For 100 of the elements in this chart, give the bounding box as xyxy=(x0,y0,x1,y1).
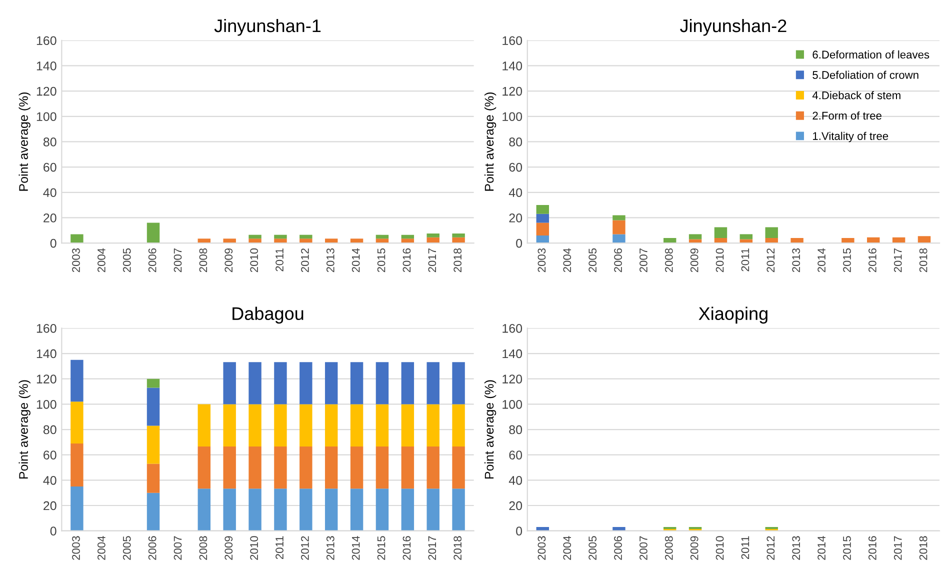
y-tick-label: 80 xyxy=(43,138,56,146)
y-tick-label: 20 xyxy=(509,501,522,510)
bar xyxy=(223,238,236,244)
x-tick-label: 2014 xyxy=(818,536,826,560)
x-tick-label: 2003 xyxy=(72,536,80,560)
y-tick-label: 120 xyxy=(36,86,56,96)
bar xyxy=(536,214,550,223)
x-tick-label: 2012 xyxy=(301,536,309,560)
x-tick-label: 2004 xyxy=(563,536,572,560)
x-tick-label: 2008 xyxy=(664,536,673,560)
x-tick-label: 2006 xyxy=(614,248,622,272)
legend-label: 2.Form of tree xyxy=(812,111,882,120)
bar xyxy=(146,388,160,426)
y-axis-title: Point average (%) xyxy=(484,380,496,479)
x-tick-label: 2016 xyxy=(402,536,411,560)
y-tick-label: 40 xyxy=(508,476,522,485)
x-tick-label: 2004 xyxy=(563,248,572,272)
bar xyxy=(223,446,236,489)
bar xyxy=(790,238,804,244)
chart-title: Xiaoping xyxy=(698,306,768,324)
x-tick-label: 2009 xyxy=(224,536,233,560)
y-tick-label: 140 xyxy=(36,349,56,358)
y-tick-label: 120 xyxy=(36,374,56,384)
x-tick-label: 2012 xyxy=(766,536,775,560)
bar xyxy=(248,404,262,446)
y-axis-title: Point average (%) xyxy=(18,92,30,191)
x-tick-label: 2006 xyxy=(614,536,622,560)
x-tick-label: 2018 xyxy=(919,248,928,272)
bar xyxy=(248,488,262,531)
bar xyxy=(740,234,753,240)
x-tick-label: 2013 xyxy=(326,536,334,560)
x-tick-label: 2014 xyxy=(352,536,360,560)
chart-title: Jinyunshan-1 xyxy=(214,18,321,36)
x-tick-label: 2012 xyxy=(766,248,775,272)
bar xyxy=(765,238,778,244)
bar xyxy=(274,404,287,446)
bar xyxy=(612,234,626,244)
bar xyxy=(426,234,440,238)
x-tick-label: 2005 xyxy=(122,248,131,272)
y-tick-label: 120 xyxy=(502,86,522,96)
x-tick-label: 2018 xyxy=(454,248,462,272)
y-tick-label: 40 xyxy=(508,188,522,198)
x-tick-label: 2017 xyxy=(894,536,902,560)
x-tick-label: 2007 xyxy=(640,536,648,560)
y-tick-label: 60 xyxy=(44,162,56,172)
y-tick-label: 0 xyxy=(50,238,56,248)
bar xyxy=(70,234,84,244)
y-tick-label: 60 xyxy=(509,162,522,172)
y-tick-label: 140 xyxy=(36,62,56,70)
y-tick-label: 100 xyxy=(36,400,56,409)
bar xyxy=(612,220,626,234)
y-tick-label: 80 xyxy=(509,138,522,146)
y-tick-label: 140 xyxy=(502,62,522,70)
bar xyxy=(300,404,312,446)
x-tick-label: 2015 xyxy=(377,536,386,560)
bar xyxy=(223,362,236,404)
x-tick-label: 2010 xyxy=(716,536,724,560)
bar xyxy=(146,464,160,493)
x-tick-label: 2010 xyxy=(716,248,724,272)
bar xyxy=(350,362,364,404)
bar xyxy=(146,492,160,531)
x-tick-label: 2015 xyxy=(843,248,851,272)
bar xyxy=(350,404,364,446)
legend-label: 5.Defoliation of crown xyxy=(812,70,918,79)
bar xyxy=(688,234,702,240)
bar xyxy=(248,446,262,489)
bar xyxy=(274,238,287,244)
bar xyxy=(452,446,465,489)
bar xyxy=(223,404,236,446)
x-tick-label: 2013 xyxy=(326,248,334,272)
bar xyxy=(324,404,338,446)
x-tick-label: 2012 xyxy=(301,248,309,272)
bar xyxy=(426,362,440,404)
x-tick-label: 2006 xyxy=(148,536,156,560)
x-tick-label: 2013 xyxy=(792,248,800,272)
y-tick-label: 100 xyxy=(502,400,522,409)
bar xyxy=(452,237,465,244)
y-tick-label: 80 xyxy=(509,425,522,434)
x-tick-label: 2005 xyxy=(588,536,597,560)
bar xyxy=(350,488,364,531)
bar xyxy=(376,446,389,489)
bar xyxy=(452,362,465,404)
bar xyxy=(70,486,84,531)
y-tick-label: 60 xyxy=(509,450,522,460)
bar xyxy=(300,362,312,404)
x-tick-label: 2008 xyxy=(664,248,673,272)
legend-label: 6.Deformation of leaves xyxy=(812,50,930,59)
x-tick-label: 2014 xyxy=(352,248,360,272)
x-tick-label: 2011 xyxy=(741,248,750,272)
bar xyxy=(248,362,262,404)
x-tick-label: 2011 xyxy=(276,248,284,272)
x-tick-label: 2018 xyxy=(919,536,928,560)
bar xyxy=(274,488,287,531)
bar xyxy=(536,235,550,244)
y-tick-label: 160 xyxy=(36,36,56,46)
x-tick-label: 2011 xyxy=(741,536,750,560)
x-tick-label: 2010 xyxy=(250,248,258,272)
y-tick-label: 120 xyxy=(502,374,522,384)
bar xyxy=(146,426,160,464)
bar xyxy=(401,404,414,446)
